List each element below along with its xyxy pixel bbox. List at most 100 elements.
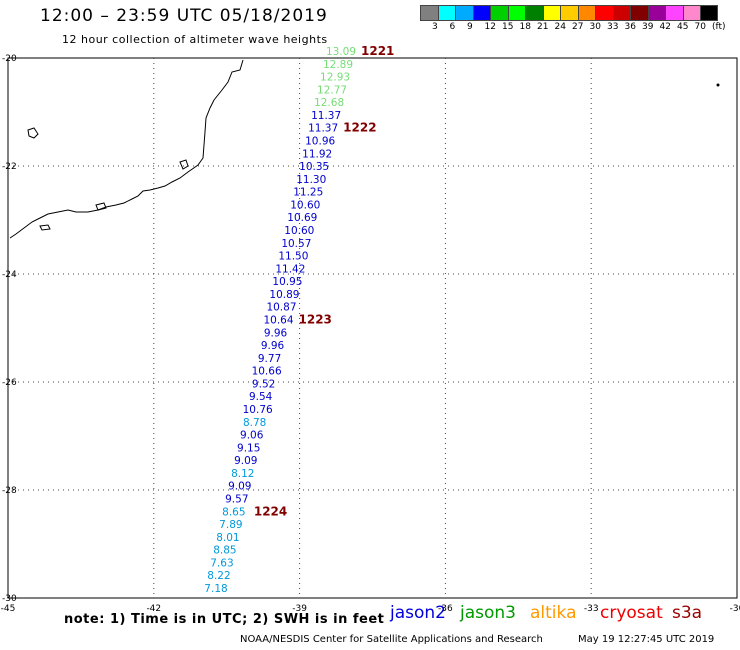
satellite-label: jason3 xyxy=(460,603,516,623)
island-outline xyxy=(39,224,51,231)
scale-swatch xyxy=(595,5,613,21)
generation-timestamp: May 19 12:27:45 UTC 2019 xyxy=(578,634,715,645)
wave-height-value: 8.65 xyxy=(222,506,245,518)
wave-height-value: 10.57 xyxy=(281,238,311,250)
coastline xyxy=(9,59,244,239)
wave-height-value: 11.50 xyxy=(278,251,308,263)
scale-swatch xyxy=(490,5,508,21)
scale-label: 21 xyxy=(537,22,549,32)
lon-tick-label: -33 xyxy=(584,604,599,614)
scale-swatch xyxy=(630,5,648,21)
scale-label: 18 xyxy=(519,22,531,32)
island-dot xyxy=(716,83,720,87)
wave-height-value: 11.92 xyxy=(302,148,332,160)
wave-height-value: 9.77 xyxy=(258,353,281,365)
scale-swatch xyxy=(647,5,665,21)
scale-label: 42 xyxy=(659,22,671,32)
wave-height-value: 8.22 xyxy=(207,570,230,582)
lat-tick-label: -22 xyxy=(2,162,17,172)
wave-height-value: 7.89 xyxy=(219,519,242,531)
wave-height-value: 10.96 xyxy=(305,136,335,148)
lat-tick-label: -26 xyxy=(2,378,17,388)
scale-label: (ft) xyxy=(712,22,726,32)
satellite-label: jason2 xyxy=(390,603,446,623)
lat-tick-label: -24 xyxy=(2,270,17,280)
wave-height-value: 10.64 xyxy=(263,315,293,327)
scale-swatch xyxy=(665,5,683,21)
lake-outline xyxy=(27,127,39,139)
lat-tick-label: -28 xyxy=(2,486,17,496)
footer-note: note: 1) Time is in UTC; 2) SWH is in fe… xyxy=(64,612,385,627)
wave-height-value: 10.60 xyxy=(284,225,314,237)
wave-height-value: 8.85 xyxy=(213,545,236,557)
wave-height-value: 10.66 xyxy=(252,366,282,378)
wave-height-value: 9.06 xyxy=(240,430,264,442)
wave-height-value: 7.18 xyxy=(204,583,227,595)
wave-height-value: 12.89 xyxy=(323,59,353,71)
scale-swatch xyxy=(507,5,525,21)
wave-height-value: 10.76 xyxy=(243,404,273,416)
lon-tick-label: -45 xyxy=(1,604,16,614)
wave-height-value: 10.35 xyxy=(299,161,329,173)
lon-tick-label: -42 xyxy=(146,604,161,614)
wave-height-value: 11.42 xyxy=(275,263,305,275)
wave-height-value: 8.78 xyxy=(243,417,266,429)
wave-height-value: 12.93 xyxy=(320,72,350,84)
wave-height-value: 8.01 xyxy=(216,532,239,544)
scale-label: 3 xyxy=(432,22,438,32)
satellite-label: s3a xyxy=(672,603,703,623)
wave-height-value: 9.09 xyxy=(228,481,251,493)
scale-swatch xyxy=(437,5,455,21)
wave-height-value: 12.77 xyxy=(317,84,347,96)
wave-height-value: 9.15 xyxy=(237,442,260,454)
wave-height-value: 9.57 xyxy=(225,494,248,506)
scale-swatch xyxy=(577,5,595,21)
wave-height-value: 10.87 xyxy=(266,302,296,314)
page-title: 12:00 – 23:59 UTC 05/18/2019 xyxy=(40,6,328,26)
wave-height-value: 10.60 xyxy=(290,199,320,211)
scale-swatch xyxy=(420,5,438,21)
wave-height-value: 9.09 xyxy=(234,455,257,467)
time-tag: 1223 xyxy=(299,313,332,327)
wave-height-value: 10.89 xyxy=(269,289,299,301)
wave-height-value: 13.09 xyxy=(326,46,356,58)
wave-height-value: 11.25 xyxy=(293,187,323,199)
lon-tick-label: -36 xyxy=(438,604,453,614)
scale-swatch xyxy=(455,5,473,21)
scale-label: 15 xyxy=(502,22,514,32)
scale-label: 33 xyxy=(607,22,619,32)
wave-height-value: 10.69 xyxy=(287,212,317,224)
wave-height-value: 10.95 xyxy=(272,276,302,288)
scale-label: 6 xyxy=(449,22,456,32)
scale-label: 9 xyxy=(467,22,473,32)
wave-height-value: 9.54 xyxy=(249,391,273,403)
scale-label: 24 xyxy=(554,22,566,32)
time-tag: 1222 xyxy=(343,121,376,135)
wave-height-value: 9.96 xyxy=(264,327,288,339)
lat-tick-label: -20 xyxy=(2,54,17,64)
wave-height-value: 9.96 xyxy=(261,340,285,352)
page-subtitle: 12 hour collection of altimeter wave hei… xyxy=(62,33,328,46)
wave-height-value: 11.30 xyxy=(296,174,326,186)
scale-label: 27 xyxy=(572,22,584,32)
satellite-label: cryosat xyxy=(600,603,663,623)
lon-tick-label: -39 xyxy=(292,604,307,614)
wave-height-value: 7.63 xyxy=(210,557,233,569)
lat-tick-label: -30 xyxy=(2,594,17,604)
scale-label: 12 xyxy=(484,22,496,32)
satellite-label: altika xyxy=(530,603,577,623)
scale-label: 70 xyxy=(694,22,706,32)
scale-swatch xyxy=(472,5,490,21)
island-outline xyxy=(179,159,189,170)
scale-label: 45 xyxy=(677,22,689,32)
scale-swatch xyxy=(612,5,630,21)
scale-swatch xyxy=(682,5,700,21)
lon-tick-label: -30 xyxy=(730,604,740,614)
scale-label: 39 xyxy=(642,22,654,32)
wave-height-value: 8.12 xyxy=(231,468,254,480)
credit-text: NOAA/NESDIS Center for Satellite Applica… xyxy=(240,634,543,645)
scale-swatch xyxy=(542,5,560,21)
color-scale xyxy=(420,5,718,21)
wave-height-value: 11.37 xyxy=(311,110,341,122)
